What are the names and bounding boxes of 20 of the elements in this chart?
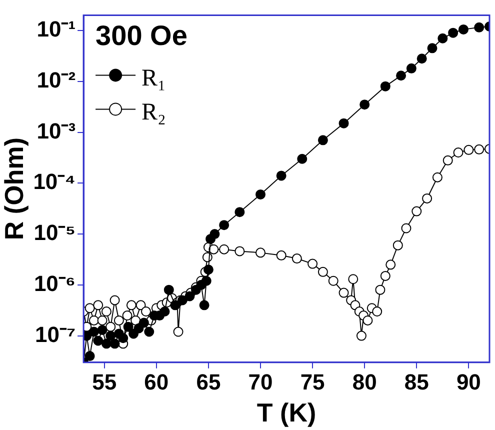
x-tick-label: 90 (456, 370, 481, 395)
y-tick-label: 10⁻¹ (36, 16, 76, 42)
y-tick-label: 10⁻³ (36, 118, 76, 144)
y-tick-label: 10⁻⁴ (33, 169, 76, 194)
legend-label: R₂ (142, 99, 166, 126)
x-axis-title: T (K) (256, 398, 316, 428)
y-tick-label: 10⁻² (36, 67, 76, 92)
x-tick-label: 80 (352, 370, 377, 395)
x-tick-label: 70 (248, 370, 273, 395)
legend-title: 300 Oe (96, 20, 188, 51)
legend-label: R₁ (142, 65, 166, 92)
x-tick-label: 75 (300, 370, 325, 395)
x-tick-label: 60 (144, 370, 169, 395)
y-tick-label: 10⁻⁷ (34, 322, 76, 347)
x-tick-label: 85 (404, 370, 429, 395)
y-tick-label: 10⁻⁵ (34, 220, 76, 246)
x-tick-label: 55 (92, 370, 117, 395)
x-tick-label: 65 (196, 370, 221, 395)
y-axis-title: R (Ohm) (0, 138, 29, 240)
y-tick-label: 10⁻⁶ (34, 270, 76, 296)
